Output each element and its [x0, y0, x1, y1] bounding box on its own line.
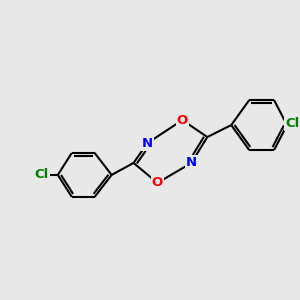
Text: O: O: [152, 176, 163, 189]
Text: N: N: [142, 136, 153, 149]
Text: Cl: Cl: [285, 117, 299, 130]
Text: O: O: [177, 114, 188, 127]
Text: N: N: [186, 157, 197, 169]
Text: Cl: Cl: [35, 168, 49, 182]
